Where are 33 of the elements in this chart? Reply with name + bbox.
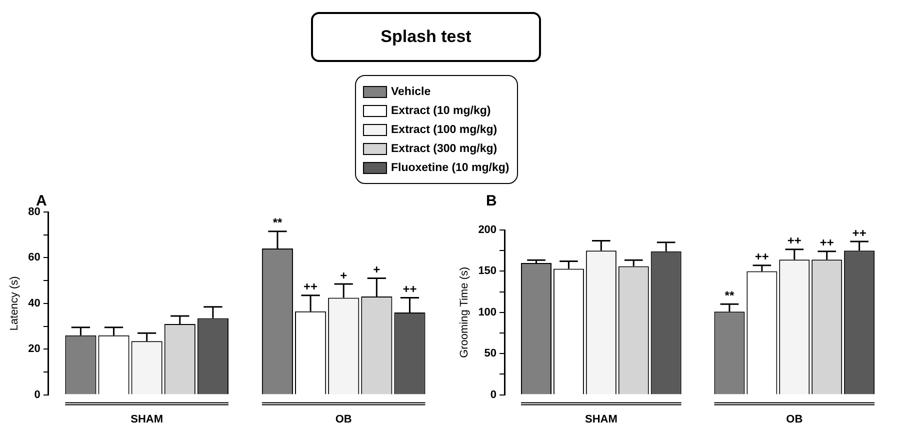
text: B xyxy=(486,192,497,210)
data-label: + xyxy=(340,268,348,282)
legend-label: Extract (10 mg/kg) xyxy=(391,104,491,116)
y-tick-label: 40 xyxy=(28,297,40,310)
x-tick-label: OB xyxy=(786,413,803,426)
y-tick-label: 150 xyxy=(478,265,497,278)
y-tick-label: 20 xyxy=(28,343,40,356)
y-tick-label: 100 xyxy=(478,306,497,318)
x-tick-label: SHAM xyxy=(130,413,164,426)
data-label: ++ xyxy=(304,280,318,294)
x-tick-label: SHAM xyxy=(584,413,618,426)
data-label: + xyxy=(373,262,380,277)
y-tick-label: 200 xyxy=(478,224,497,236)
y-axis-title: Latency (s) xyxy=(8,276,21,331)
legend-label: Fluoxetine (10 mg/kg) xyxy=(391,162,510,174)
data-label: ++ xyxy=(402,282,417,296)
data-label: ** xyxy=(724,288,734,302)
legend-label: Extract (300 mg/kg) xyxy=(391,142,498,154)
legend-label: Vehicle xyxy=(391,86,431,98)
data-label: ++ xyxy=(852,226,866,240)
data-label: ++ xyxy=(754,250,769,264)
y-tick-label: 0 xyxy=(490,388,497,401)
data-label: ** xyxy=(272,216,282,230)
y-tick-label: 50 xyxy=(484,348,497,360)
y-axis-title: Grooming Time (s) xyxy=(458,266,471,358)
chart-title: Splash test xyxy=(311,12,541,62)
legend-label: Extract (100 mg/kg) xyxy=(391,124,498,136)
data-label: ++ xyxy=(787,234,802,248)
y-tick-label: 80 xyxy=(28,206,40,218)
data-label: ++ xyxy=(820,236,834,250)
y-tick-label: 60 xyxy=(28,252,40,264)
y-tick-label: 0 xyxy=(34,388,40,401)
x-tick-label: OB xyxy=(335,413,352,426)
